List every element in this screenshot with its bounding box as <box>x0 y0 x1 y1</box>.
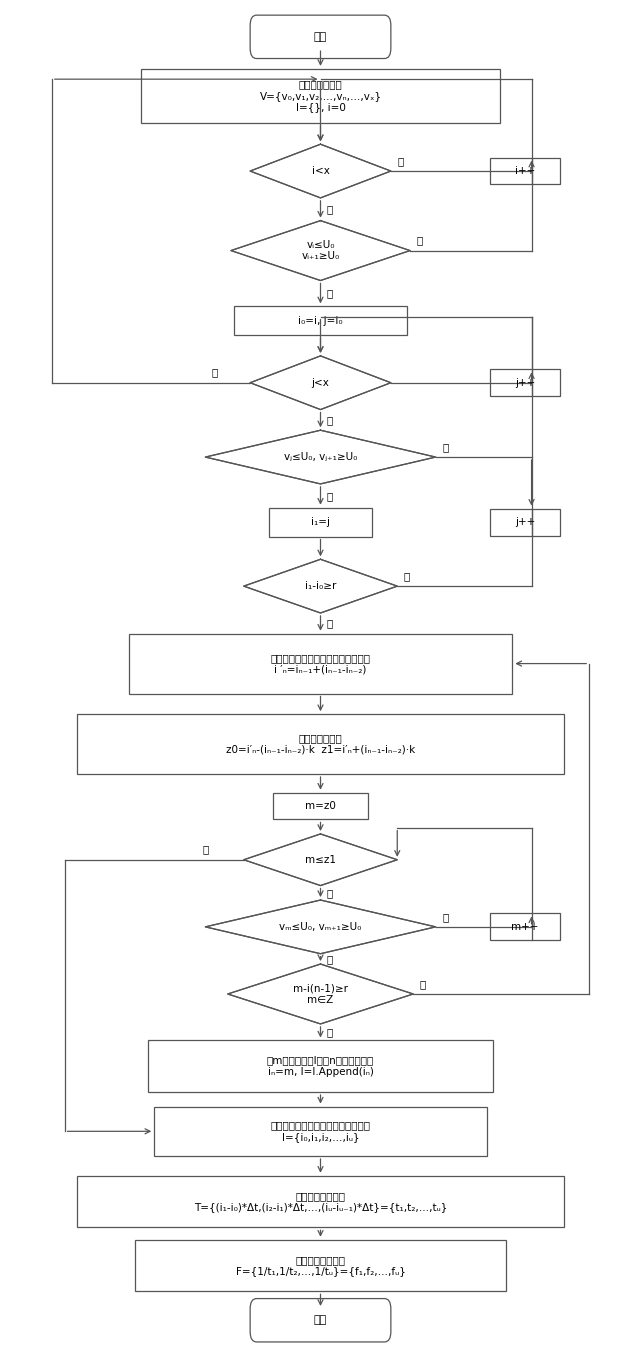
Text: m++: m++ <box>512 922 539 932</box>
Text: 否: 否 <box>442 441 448 452</box>
Bar <box>78 714 563 774</box>
Text: i₁=j: i₁=j <box>311 517 330 527</box>
Text: 是: 是 <box>327 888 333 898</box>
Text: 否: 否 <box>397 156 403 167</box>
Polygon shape <box>250 356 391 409</box>
Text: vₘ≤U₀, vₘ₊₁≥U₀: vₘ≤U₀, vₘ₊₁≥U₀ <box>279 922 362 932</box>
Polygon shape <box>231 221 410 280</box>
Text: 计算信号的频率：
F={1/t₁,1/t₂,…,1/tᵤ}={f₁,f₂,…,fᵤ}: 计算信号的频率： F={1/t₁,1/t₂,…,1/tᵤ}={f₁,f₂,…,f… <box>235 1255 406 1277</box>
Text: 是: 是 <box>327 204 333 214</box>
Bar <box>129 634 512 693</box>
Text: 开始: 开始 <box>314 32 327 42</box>
Text: 否: 否 <box>202 845 208 854</box>
Text: 否: 否 <box>212 367 218 378</box>
Text: i<x: i<x <box>312 167 329 176</box>
Text: i₁-i₀≥r: i₁-i₀≥r <box>305 581 336 592</box>
Bar <box>148 1040 493 1093</box>
Text: 结束: 结束 <box>314 1315 327 1326</box>
Text: vⱼ≤U₀, vⱼ₊₁≥U₀: vⱼ≤U₀, vⱼ₊₁≥U₀ <box>284 452 357 462</box>
Text: 获取电压信号：
V={v₀,v₁,v₂,…,vₙ,…,vₓ}
I={}, i=0: 获取电压信号： V={v₀,v₁,v₂,…,vₙ,…,vₓ} I={}, i=0 <box>260 79 381 112</box>
Text: 预测阈值对应的下一个采样点位置：
i ′ₙ=iₙ₋₁+(iₙ₋₁-iₙ₋₂): 预测阈值对应的下一个采样点位置： i ′ₙ=iₙ₋₁+(iₙ₋₁-iₙ₋₂) <box>271 653 370 674</box>
Text: m-i(n-1)≥r
m∈Z: m-i(n-1)≥r m∈Z <box>293 983 348 1005</box>
Bar <box>490 914 560 940</box>
Text: 将m添加到集合I的第n个元素，即：
iₙ=m, I=I.Append(iₙ): 将m添加到集合I的第n个元素，即： iₙ=m, I=I.Append(iₙ) <box>267 1056 374 1076</box>
Text: 计算信号的周期：
T={(i₁-i₀)*Δt,(i₂-i₁)*Δt,…,(iᵤ-iᵤ₋₁)*Δt}={t₁,t₂,…,tᵤ}: 计算信号的周期： T={(i₁-i₀)*Δt,(i₂-i₁)*Δt,…,(iᵤ-… <box>194 1190 447 1212</box>
Text: 获取到阈值对应的所有采样点位置：
I={i₀,i₁,i₂,…,iᵤ}: 获取到阈值对应的所有采样点位置： I={i₀,i₁,i₂,…,iᵤ} <box>271 1121 370 1143</box>
Text: 是: 是 <box>327 619 333 628</box>
Text: i++: i++ <box>515 167 535 176</box>
FancyBboxPatch shape <box>250 1298 391 1342</box>
Text: j++: j++ <box>515 378 535 387</box>
Text: 否: 否 <box>420 979 426 988</box>
Polygon shape <box>205 431 436 483</box>
Text: j++: j++ <box>515 517 535 527</box>
Bar <box>154 1106 487 1156</box>
FancyBboxPatch shape <box>250 15 391 58</box>
Bar <box>490 370 560 397</box>
Bar <box>490 509 560 536</box>
Text: 是: 是 <box>327 1028 333 1037</box>
Bar <box>490 157 560 184</box>
Polygon shape <box>250 145 391 198</box>
Text: 是: 是 <box>327 288 333 298</box>
Polygon shape <box>205 900 436 953</box>
Text: 否: 否 <box>442 911 448 922</box>
Bar <box>234 306 407 336</box>
Text: m≤z1: m≤z1 <box>305 854 336 865</box>
Bar <box>135 1240 506 1292</box>
Text: 否: 否 <box>417 236 422 245</box>
Polygon shape <box>244 834 397 886</box>
Polygon shape <box>228 964 413 1024</box>
Text: 是: 是 <box>327 953 333 964</box>
Bar <box>142 69 499 122</box>
Polygon shape <box>244 559 397 613</box>
Text: i₀=i, j=i₀: i₀=i, j=i₀ <box>298 315 343 326</box>
Text: 否: 否 <box>404 571 410 581</box>
Text: 是: 是 <box>327 490 333 501</box>
Bar <box>78 1175 563 1227</box>
Text: vᵢ≤U₀
vᵢ₊₁≥U₀: vᵢ≤U₀ vᵢ₊₁≥U₀ <box>301 240 340 261</box>
Text: 是: 是 <box>327 414 333 425</box>
Text: 确定置信区间：
z0=i′ₙ-(iₙ₋₁-iₙ₋₂)·k  z1=i′ₙ+(iₙ₋₁-iₙ₋₂)·k: 确定置信区间： z0=i′ₙ-(iₙ₋₁-iₙ₋₂)·k z1=i′ₙ+(iₙ₋… <box>226 734 415 756</box>
Bar <box>269 508 372 536</box>
Text: m=z0: m=z0 <box>305 802 336 811</box>
Bar <box>272 792 369 819</box>
Text: j<x: j<x <box>312 378 329 387</box>
